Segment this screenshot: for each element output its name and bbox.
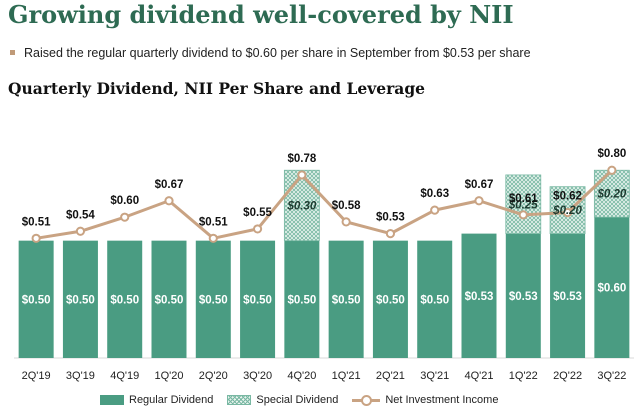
regular-dividend-bar [240,240,276,358]
regular-dividend-label: $0.50 [22,294,51,306]
regular-dividend-label: $0.50 [420,294,449,306]
regular-dividend-label: $0.60 [597,283,626,295]
x-tick-label: 2Q'20 [199,370,228,382]
x-tick-label: 4Q'19 [110,370,139,382]
nii-point [562,207,573,218]
regular-dividend-bar [372,240,408,358]
legend-label-regular: Regular Dividend [129,394,214,406]
nii-point [430,205,440,215]
page-title: Growing dividend well-covered by NII [8,0,514,29]
special-dividend-bar [505,174,542,235]
legend-item-nii: Net Investment Income [352,394,498,406]
regular-dividend-label: $0.50 [376,294,405,306]
special-dividend-bar [283,169,320,242]
bullet-text: Raised the regular quarterly dividend to… [24,46,531,60]
x-tick-label: 2Q'21 [376,370,405,382]
regular-dividend-label: $0.50 [155,294,184,306]
x-tick-label: 2Q'22 [553,370,582,382]
regular-dividend-bar [195,240,231,358]
legend-swatch-special [227,395,252,405]
x-tick-label: 3Q'21 [420,370,449,382]
nii-value-label: $0.61 [509,193,538,205]
nii-value-label: $0.53 [376,212,405,224]
regular-dividend-label: $0.50 [199,294,228,306]
x-tick-label: 2Q'19 [22,370,51,382]
x-tick-label: 3Q'20 [243,370,272,382]
special-dividend-label: $0.25 [508,199,538,211]
legend-label-special: Special Dividend [256,394,339,406]
bullet-square-icon [10,50,15,56]
regular-dividend-bar [328,240,364,358]
nii-value-label: $0.80 [597,148,626,160]
bullet-point: Raised the regular quarterly dividend to… [10,46,531,60]
special-dividend-label: $0.20 [552,205,582,217]
regular-dividend-label: $0.53 [553,291,582,303]
regular-dividend-bar [284,240,320,358]
regular-dividend-bar [461,233,497,358]
x-tick-label: 1Q'20 [154,370,183,382]
x-tick-label: 4Q'21 [464,370,493,382]
nii-series-line [35,169,613,240]
nii-point [607,165,617,175]
nii-point [385,229,396,239]
nii-point [518,210,528,220]
nii-point [31,233,41,243]
nii-value-label: $0.54 [66,209,95,221]
regular-dividend-bar [62,240,98,358]
legend-swatch-nii [352,395,381,406]
regular-dividend-label: $0.50 [66,294,95,306]
regular-dividend-label: $0.53 [465,291,494,303]
regular-dividend-bar [550,233,586,358]
regular-dividend-label: $0.50 [287,294,316,306]
chart-title: Quarterly Dividend, NII Per Share and Le… [8,79,426,98]
x-tick-label: 1Q'21 [332,370,361,382]
regular-dividend-label: $0.53 [509,291,538,303]
x-tick-label: 3Q'19 [66,370,95,382]
nii-value-label: $0.58 [332,200,361,212]
nii-value-label: $0.67 [465,179,494,191]
regular-dividend-label: $0.50 [110,294,139,306]
legend-label-nii: Net Investment Income [385,394,499,406]
special-dividend-label: $0.30 [286,200,316,212]
regular-dividend-bar [417,240,453,358]
nii-point [297,170,307,180]
nii-value-label: $0.78 [287,153,316,165]
regular-dividend-label: $0.50 [332,294,361,306]
chart-legend: Regular Dividend Special Dividend Net In… [100,394,512,406]
nii-point [474,196,484,206]
nii-point [341,217,351,227]
special-dividend-bar [593,169,630,218]
legend-item-regular: Regular Dividend [100,394,213,406]
x-tick-label: 4Q'20 [287,370,316,382]
nii-point [252,224,263,234]
nii-value-label: $0.62 [553,190,582,202]
regular-dividend-bar [151,240,187,358]
regular-dividend-bar [18,240,54,358]
x-tick-label: 3Q'22 [597,370,626,382]
nii-value-label: $0.63 [420,188,449,200]
regular-dividend-bar [505,233,541,358]
nii-point [164,196,174,206]
nii-value-label: $0.55 [243,207,272,219]
regular-dividend-bar [594,217,630,358]
special-dividend-label: $0.20 [596,189,626,201]
legend-swatch-regular [100,395,124,405]
regular-dividend-label: $0.50 [243,294,272,306]
x-tick-label: 1Q'22 [509,370,538,382]
nii-value-label: $0.60 [110,195,139,207]
nii-point [120,212,130,222]
nii-point [208,233,218,243]
nii-value-label: $0.51 [22,216,51,228]
regular-dividend-bar [107,240,143,358]
nii-value-label: $0.51 [199,216,228,228]
nii-value-label: $0.67 [155,179,184,191]
legend-item-special: Special Dividend [227,394,338,406]
nii-point [75,226,86,236]
